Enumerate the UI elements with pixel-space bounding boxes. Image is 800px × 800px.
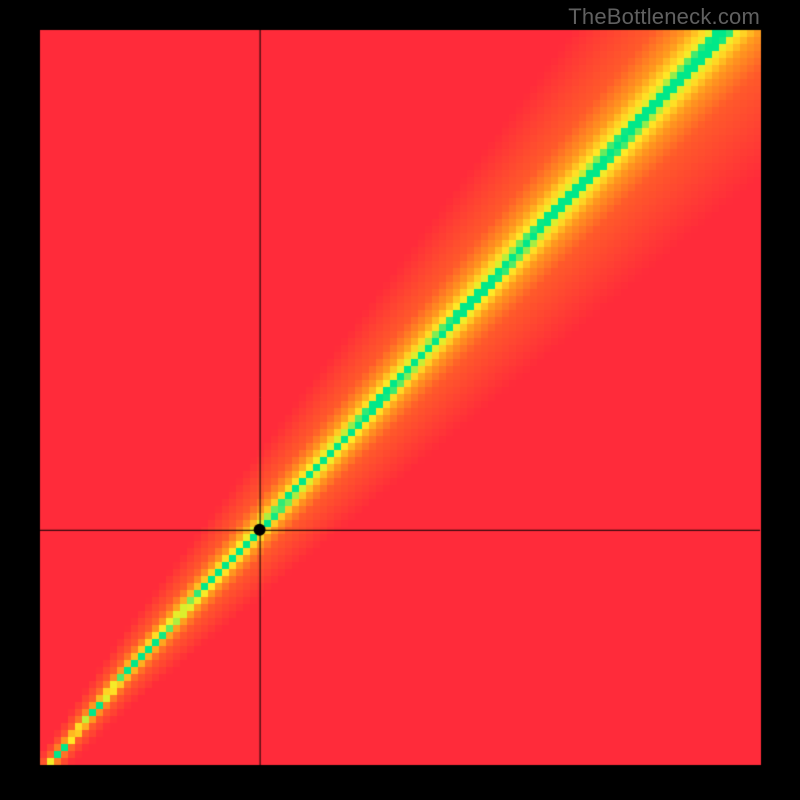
- bottleneck-heatmap: [0, 0, 800, 800]
- watermark-text: TheBottleneck.com: [568, 4, 760, 30]
